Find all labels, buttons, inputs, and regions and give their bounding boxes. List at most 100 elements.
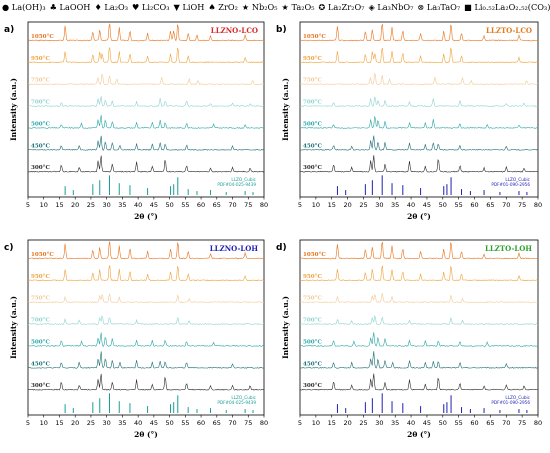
reference-name: LLZO_Cubic [505, 177, 530, 182]
x-tick-label: 40 [134, 419, 142, 427]
legend-marker: ★ [281, 2, 289, 12]
legend-marker: ■ [464, 2, 472, 12]
x-tick-label: 65 [486, 419, 494, 427]
xrd-pattern-line [28, 73, 265, 86]
x-tick-label: 25 [359, 201, 367, 209]
x-tick-label: 50 [165, 419, 173, 427]
legend-label: LaOOH [56, 2, 91, 12]
x-tick-label: 35 [391, 201, 399, 209]
x-tick-label: 60 [470, 419, 478, 427]
xrd-pattern-line [299, 72, 539, 86]
legend-marker: ◈ [368, 2, 375, 12]
xrd-pattern-line [299, 115, 539, 129]
plot-frame [299, 21, 539, 198]
legend-label: La₂Zr₂O₇ [325, 2, 365, 12]
x-tick-label: 60 [197, 419, 205, 427]
reference-name: LLZO_Cubic [231, 177, 256, 182]
plot-frame [27, 239, 265, 416]
panel-label: b) [276, 25, 287, 35]
x-tick-label: 55 [455, 201, 463, 209]
legend-item: ★ Ta₂O₅ [282, 2, 315, 12]
xrd-pattern-line [300, 332, 539, 347]
reference-pdf: PDF#04-025-9439 [217, 182, 256, 187]
x-tick-label: 80 [534, 201, 542, 209]
xrd-pattern-line [299, 292, 539, 304]
series-label: 500°C [303, 121, 322, 127]
legend-label: LiOH [179, 2, 205, 12]
x-axis-label: 2θ (°) [407, 212, 431, 221]
xrd-pattern-line [27, 135, 265, 151]
series-label: 300°C [31, 165, 50, 171]
x-axis-label: 2θ (°) [134, 430, 158, 439]
series-label: 450°C [31, 361, 50, 367]
x-tick-label: 15 [328, 201, 336, 209]
reference-pdf: PDF#01-090-2956 [491, 182, 530, 187]
series-label: 1050°C [303, 252, 326, 258]
xrd-pattern-line [27, 47, 265, 64]
xrd-pattern-line [299, 265, 539, 282]
series-label: 950°C [31, 56, 50, 62]
legend-marker: ▼ [173, 2, 180, 12]
chart-title: LLZNO-LOH [210, 244, 259, 253]
x-tick-label: 40 [407, 201, 415, 209]
legend-marker: ♦ [94, 2, 102, 12]
xrd-pattern-line [299, 155, 539, 173]
xrd-pattern-line [299, 24, 539, 42]
x-tick-label: 50 [439, 201, 447, 209]
xrd-pattern-line [27, 293, 265, 304]
legend-label: Ta₂O₅ [288, 2, 315, 12]
x-axis-label: 2θ (°) [407, 430, 431, 439]
x-tick-label: 80 [534, 419, 542, 427]
series-label: 450°C [303, 143, 322, 149]
x-tick-label: 80 [260, 419, 268, 427]
x-tick-label: 75 [518, 419, 526, 427]
series-label: 450°C [303, 361, 322, 367]
legend-marker: ♣ [49, 2, 57, 12]
panel-label: c) [4, 243, 13, 253]
x-tick-label: 45 [423, 419, 431, 427]
series-label: 1050°C [31, 34, 54, 40]
series-label: 700°C [31, 318, 50, 324]
x-tick-label: 10 [40, 419, 48, 427]
xrd-pattern-line [27, 23, 265, 42]
legend-marker: ● [2, 2, 10, 12]
series-label: 300°C [303, 165, 322, 171]
series-label: 950°C [303, 274, 322, 280]
legend-item: ♦ La₂O₃ [94, 2, 128, 12]
x-tick-label: 55 [455, 419, 463, 427]
x-tick-label: 15 [55, 201, 63, 209]
chart-title: LLZTO-LCO [486, 26, 532, 35]
panel-label: d) [276, 243, 287, 253]
chart-title: LLZTO-LOH [485, 244, 532, 253]
x-tick-label: 5 [26, 419, 30, 427]
series-label: 300°C [303, 383, 322, 389]
xrd-pattern-line [27, 373, 265, 391]
legend-item: ♣ LaOOH [50, 2, 91, 12]
xrd-pattern-line [27, 241, 265, 260]
x-tick-label: 45 [150, 419, 158, 427]
x-tick-label: 50 [439, 419, 447, 427]
xrd-pattern-line [27, 315, 265, 325]
x-tick-label: 30 [103, 201, 111, 209]
x-tick-label: 15 [55, 419, 63, 427]
x-tick-label: 75 [244, 201, 252, 209]
legend-item: ⊗ La₃TaO₇ [417, 2, 460, 12]
chart-panel: d) LLZTO-LOH 1050°C 950°C 750°C 700°C 500°C 450… [276, 239, 542, 439]
x-tick-label: 10 [40, 201, 48, 209]
x-tick-label: 70 [228, 419, 236, 427]
x-tick-label: 35 [391, 419, 399, 427]
xrd-pattern-line [299, 373, 539, 391]
x-tick-label: 20 [343, 419, 351, 427]
xrd-pattern-line [299, 135, 539, 151]
legend-marker: ⊗ [417, 2, 425, 12]
x-tick-label: 65 [213, 201, 221, 209]
legend-item: ♠ ZrO₂ [208, 2, 238, 12]
x-tick-label: 55 [181, 201, 189, 209]
series-label: 750°C [31, 78, 50, 84]
series-label: 500°C [31, 121, 50, 127]
series-label: 500°C [303, 339, 322, 345]
chart-title: LLZNO-LCO [211, 26, 258, 35]
x-tick-label: 60 [470, 201, 478, 209]
xrd-pattern-line [27, 332, 265, 347]
